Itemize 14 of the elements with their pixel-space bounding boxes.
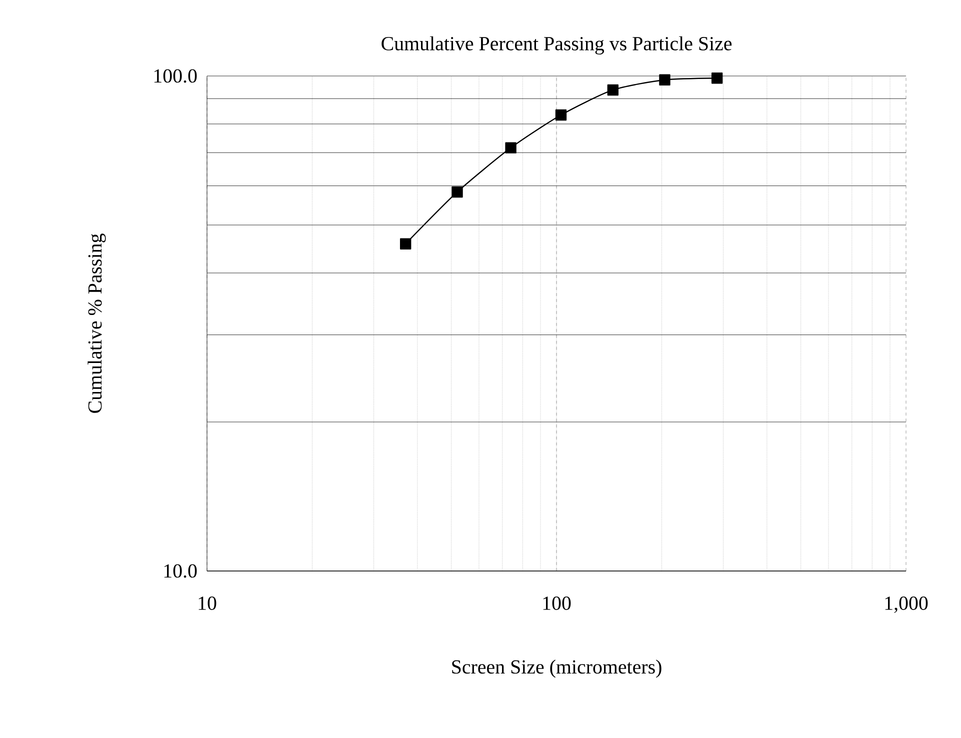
y-tick-label: 10.0 xyxy=(164,564,197,578)
x-tick-label: 100 xyxy=(543,596,571,610)
point xyxy=(555,109,567,121)
x-axis-title: Screen Size (micrometers) xyxy=(452,660,662,678)
point xyxy=(452,186,463,198)
point xyxy=(711,72,723,84)
point xyxy=(659,74,670,86)
point xyxy=(400,238,412,250)
chart-title: Cumulative Percent Passing vs Particle Size xyxy=(382,36,732,54)
y-tick-label: 100.0 xyxy=(154,69,197,83)
x-tick-label: 1,000 xyxy=(885,596,928,613)
y-axis-title: Cumulative % Passing xyxy=(88,234,106,413)
x-tick-label: 10 xyxy=(198,596,216,610)
point xyxy=(607,84,619,96)
